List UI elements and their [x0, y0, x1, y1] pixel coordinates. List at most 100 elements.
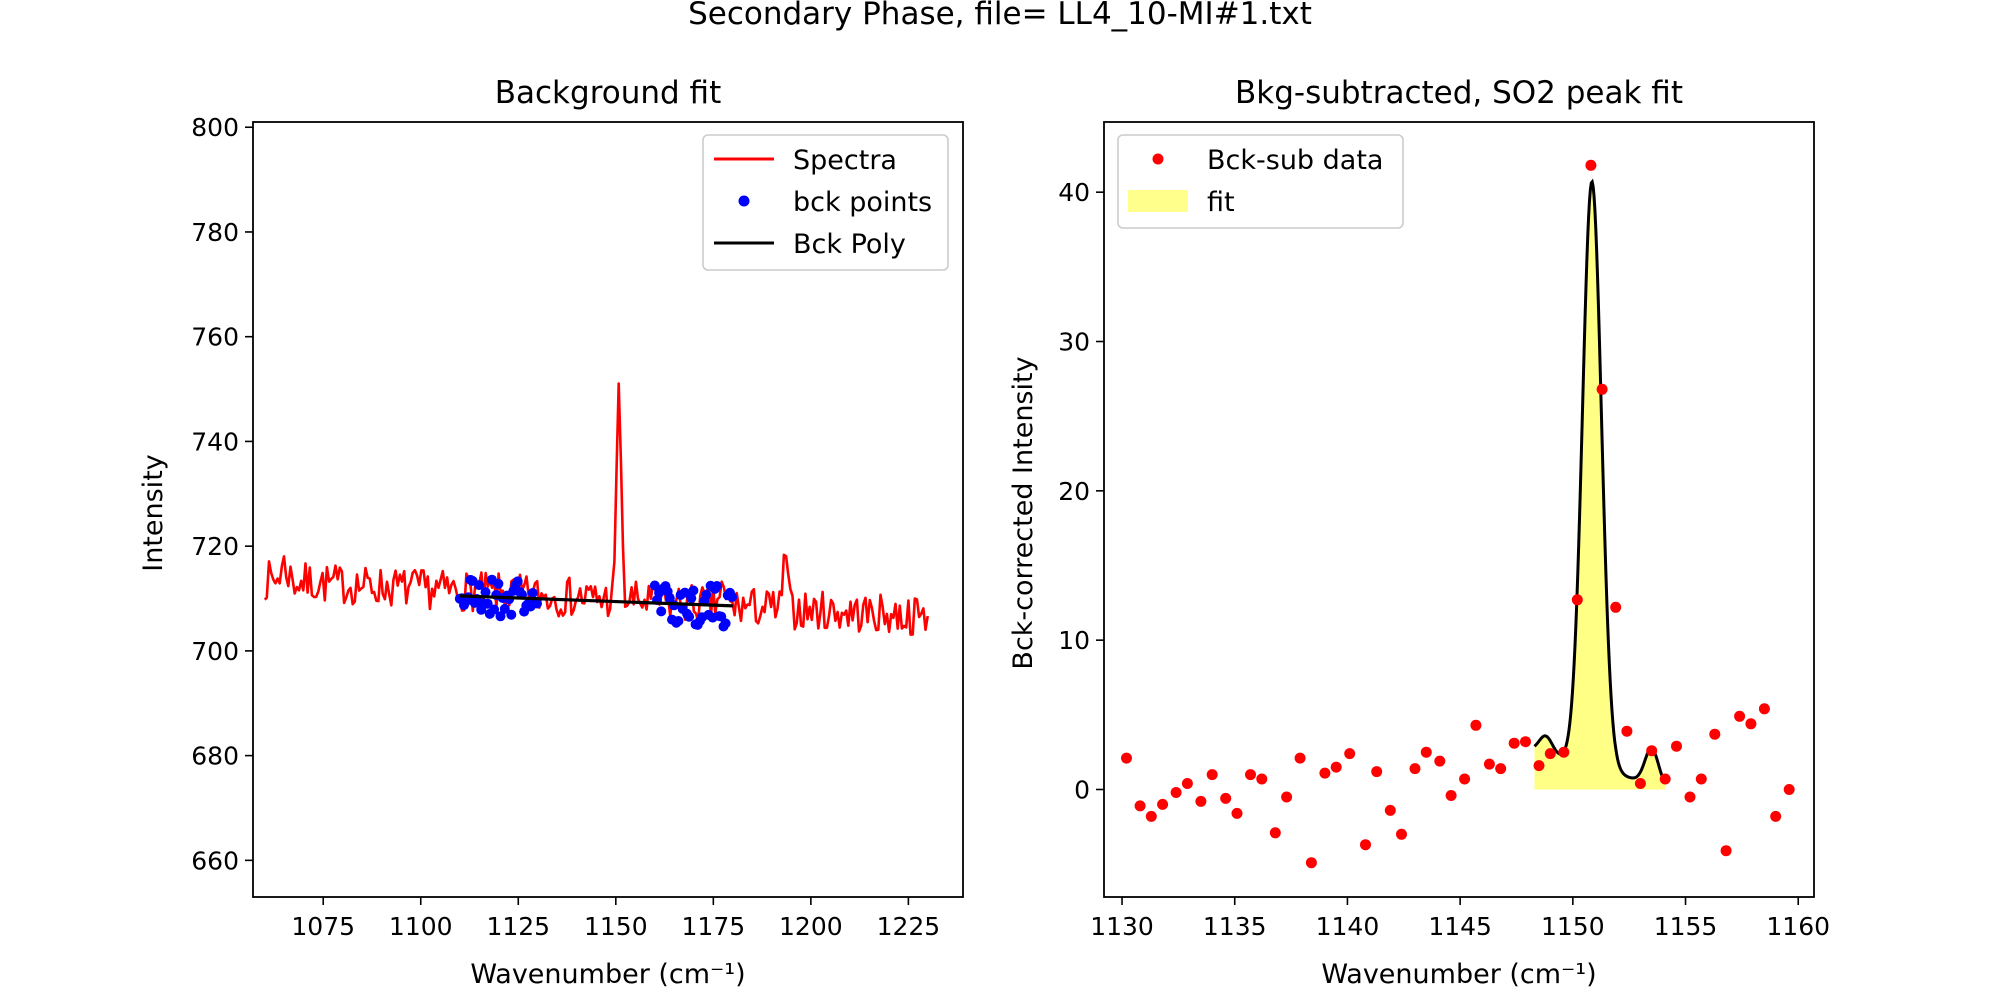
- bck-point: [474, 580, 485, 591]
- bck-point: [684, 611, 695, 622]
- x-tick-label: 1155: [1654, 912, 1718, 941]
- legend-label-fit: fit: [1207, 187, 1235, 218]
- bck-sub-data-point: [1770, 810, 1782, 822]
- y-tick-label: 20: [1058, 477, 1090, 506]
- legend-box: [1117, 134, 1404, 229]
- bck-point: [512, 576, 523, 587]
- y-tick-label: 10: [1058, 626, 1090, 655]
- bck-point: [701, 589, 712, 600]
- bck-sub-data-point: [1360, 839, 1371, 851]
- y-tick-label: 720: [191, 532, 239, 561]
- bck-sub-data-point: [1758, 703, 1770, 715]
- bck-point: [656, 606, 667, 617]
- bck-point: [688, 585, 699, 596]
- x-tick-label: 1150: [1541, 912, 1605, 941]
- bck-sub-data-point: [1646, 745, 1658, 757]
- bck-sub-data-point: [1558, 746, 1570, 758]
- bck-sub-data-point: [1371, 766, 1383, 778]
- bck-point: [499, 603, 510, 614]
- background-fit-xlabel: Wavenumber (cm⁻¹): [470, 959, 745, 990]
- bck-sub-data-point: [1508, 737, 1520, 749]
- fit-fill-area: [1534, 181, 1666, 790]
- background-fit-panel: Background fit Wavenumber (cm⁻¹) Intensi…: [138, 75, 964, 990]
- bck-point: [712, 581, 722, 591]
- y-tick-label: 760: [191, 323, 239, 352]
- bck-point: [727, 592, 738, 602]
- bck-sub-data-point: [1220, 792, 1232, 804]
- y-tick-label: 0: [1074, 775, 1090, 804]
- bck-sub-data-point: [1459, 773, 1471, 785]
- bck-sub-data-point: [1145, 810, 1157, 822]
- peak-fit-ylabel: Bck-corrected Intensity: [1008, 356, 1039, 669]
- bck-sub-data-point: [1495, 763, 1507, 775]
- bck-sub-data-point: [1734, 710, 1746, 722]
- peak-fit-title: Bkg-subtracted, SO2 peak fit: [1235, 75, 1683, 111]
- background-fit-frame: [252, 121, 964, 898]
- bck-sub-data-point: [1533, 760, 1545, 772]
- x-tick-label: 1225: [877, 912, 941, 941]
- bck-sub-data-point: [1319, 767, 1331, 779]
- background-fit-ylabel: Intensity: [138, 454, 169, 572]
- bck-point: [527, 588, 538, 598]
- bck-sub-data-point: [1621, 725, 1633, 737]
- bck-sub-data-point: [1206, 769, 1218, 781]
- bck-sub-data-point: [1585, 159, 1597, 171]
- bck-point: [489, 604, 500, 615]
- bck-sub-data-point: [1445, 790, 1457, 801]
- bck-sub-data-point: [1659, 773, 1671, 785]
- bck-point: [664, 593, 675, 604]
- bck-sub-data-point: [1170, 787, 1182, 798]
- bck-sub-data-point: [1231, 807, 1243, 819]
- y-tick-label: 40: [1058, 178, 1090, 207]
- bck-point: [532, 598, 542, 609]
- bck-sub-data-point: [1671, 740, 1682, 752]
- background-fit-ticks: 1075 1100 1125 1150 1175 1200 1225 660 680 700 720…: [191, 113, 940, 941]
- y-tick-label: 740: [191, 427, 239, 456]
- bck-sub-data-point: [1709, 728, 1721, 740]
- bck-point: [480, 587, 491, 598]
- x-tick-label: 1150: [584, 912, 648, 941]
- y-tick-label: 680: [191, 742, 239, 771]
- bck-sub-data-point: [1695, 773, 1707, 785]
- bck-sub-data-point: [1420, 746, 1432, 758]
- bck-sub-data-point: [1434, 755, 1446, 767]
- bck-sub-data-point: [1520, 736, 1531, 748]
- x-tick-label: 1135: [1203, 912, 1267, 941]
- legend-marker-bck-sub-data: [1152, 153, 1164, 165]
- bck-sub-data-point: [1256, 773, 1268, 785]
- x-tick-label: 1140: [1316, 912, 1380, 941]
- bck-sub-data-point: [1294, 752, 1306, 764]
- bck-sub-data-point: [1720, 845, 1732, 857]
- bck-sub-data-point: [1134, 800, 1146, 812]
- bck-sub-data-point: [1610, 601, 1622, 613]
- bck-point: [649, 580, 660, 591]
- x-tick-label: 1130: [1090, 912, 1154, 941]
- x-tick-label: 1145: [1428, 912, 1492, 941]
- bck-point: [482, 598, 493, 609]
- bck-sub-data-point: [1195, 795, 1207, 807]
- legend-marker-bck-points: [738, 195, 750, 207]
- bck-sub-data-point: [1745, 718, 1757, 730]
- y-tick-label: 30: [1058, 328, 1090, 357]
- bck-sub-data-point: [1396, 828, 1407, 840]
- legend-label-spectra: Spectra: [793, 145, 897, 176]
- figure-title: Secondary Phase, file= LL4_10-MI#1.txt: [688, 0, 1312, 32]
- background-fit-series: [263, 382, 929, 636]
- bck-sub-data-point: [1571, 594, 1583, 606]
- bck-sub-data-point: [1783, 784, 1795, 795]
- peak-fit-ticks: 1130 1135 1140 1145 1150 1155 1160 0 10 20 30 40: [1058, 178, 1830, 941]
- x-tick-label: 1125: [486, 912, 550, 941]
- background-fit-legend: Spectra bck points Bck Poly: [702, 134, 949, 271]
- legend-label-bck-points: bck points: [793, 187, 932, 218]
- bck-sub-data-point: [1157, 798, 1169, 810]
- bck-sub-data-point: [1245, 769, 1256, 781]
- x-tick-label: 1160: [1766, 912, 1830, 941]
- bck-sub-data-point: [1305, 857, 1317, 869]
- bck-sub-data-point: [1181, 778, 1193, 789]
- legend-patch-fit: [1128, 190, 1188, 212]
- bck-sub-data-point: [1634, 778, 1646, 789]
- bck-sub-data-point: [1684, 791, 1696, 803]
- bck-sub-data-point: [1269, 827, 1281, 839]
- bck-sub-data-point: [1544, 748, 1556, 760]
